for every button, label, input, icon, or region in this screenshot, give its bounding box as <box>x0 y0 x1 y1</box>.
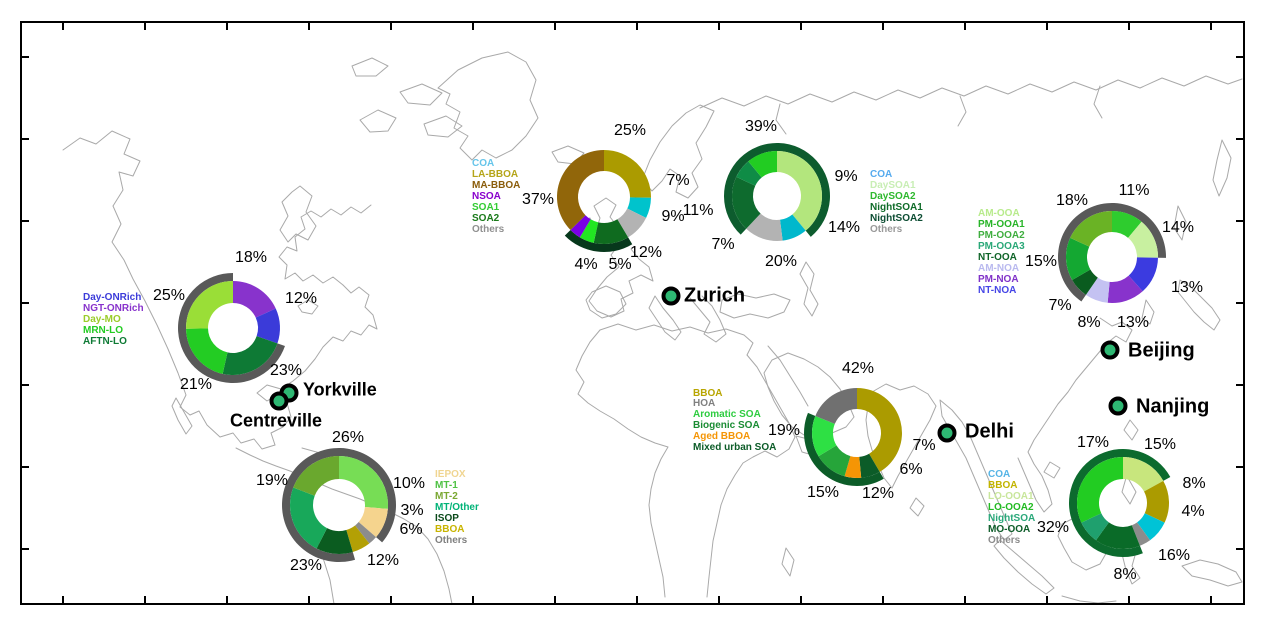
city-markers-layer <box>269 286 1128 443</box>
pie-segment-biogenic-soa <box>818 445 851 477</box>
donut-charts-layer <box>178 143 1171 562</box>
frame-ticks <box>21 22 1244 604</box>
pie-segment-day-mo <box>186 281 233 329</box>
donut-north-europe <box>556 150 651 252</box>
pie-segment-nt-ooa <box>1072 269 1098 295</box>
pie-segment-others <box>617 208 647 238</box>
pie-segment-day-onrich <box>255 308 281 344</box>
pie-segment-daysoa2 <box>748 151 777 178</box>
pie-segment-nightsoa1 <box>736 161 762 186</box>
pie-segment-mo-ooa <box>1095 522 1140 549</box>
city-marker-beijing <box>1100 340 1120 360</box>
pie-segment-pm-ooa3 <box>1066 237 1091 280</box>
pie-segment-pm-ooa2 <box>1070 211 1112 247</box>
pie-segment-lo-ooa1 <box>1123 457 1164 492</box>
soa-total-ring <box>564 229 633 252</box>
pie-segment-pm-noa <box>1107 275 1143 303</box>
pie-segment-nightsoa2 <box>732 176 761 229</box>
pie-segment-mt-1 <box>339 455 389 509</box>
coastlines <box>62 51 1243 605</box>
pie-segment-ngt-onrich <box>233 281 276 318</box>
pie-segment-mrn-lo <box>186 328 228 374</box>
pie-segment-am-ooa <box>1128 221 1158 258</box>
pie-segment-aftn-lo <box>222 336 278 376</box>
soa-total-ring <box>804 412 884 486</box>
pie-segment-others <box>355 522 377 544</box>
city-marker-nanjing <box>1108 396 1128 416</box>
pie-segment-daysoa1 <box>777 151 822 231</box>
pie-segment-la-bboa <box>604 150 651 198</box>
pie-segment-mixed-urban-soa <box>859 453 880 478</box>
pie-segment-mt-other <box>290 487 328 549</box>
pie-segment-lo-ooa2 <box>1077 457 1123 523</box>
map-frame <box>20 21 1245 605</box>
pie-segment-soa2 <box>593 219 629 245</box>
pie-segment-iepox <box>358 507 388 538</box>
pie-segment-nsoa <box>570 215 591 238</box>
pie-segment-bboa <box>857 388 902 472</box>
pie-segment-isop <box>316 528 353 555</box>
pie-segment-am-noa <box>1085 277 1110 303</box>
donut-beijing <box>1057 202 1166 303</box>
pie-segment-coa <box>1137 513 1165 541</box>
pie-segment-aged-bboa <box>844 456 862 478</box>
pie-segment-nightsoa <box>1081 513 1109 541</box>
pie-segment-coa <box>627 197 651 218</box>
pie-segment-coa <box>780 214 806 241</box>
pie-segment-ma-bboa <box>556 150 604 230</box>
pie-segment-pm-ooa1 <box>1112 211 1142 238</box>
pie-segment-others <box>1131 522 1151 546</box>
pie-segment-bboa <box>1144 480 1169 523</box>
soa-total-ring <box>723 143 830 237</box>
pie-segment-soa1 <box>579 219 599 243</box>
pie-segment-bboa <box>346 525 370 553</box>
pie-segment-hoa <box>815 388 857 424</box>
donut-yorkville <box>178 273 285 383</box>
city-marker-delhi <box>937 423 957 443</box>
pie-segment-nt-noa <box>1128 257 1158 292</box>
donut-delhi <box>804 388 902 486</box>
pie-segment-others <box>746 213 783 242</box>
pie-segment-aromatic-soa <box>811 415 837 457</box>
city-marker-zurich <box>661 286 681 306</box>
donut-centreville <box>282 447 397 562</box>
city-marker-centreville <box>269 391 289 411</box>
donut-nanjing <box>1068 449 1171 558</box>
pie-segment-mt-2 <box>293 456 339 496</box>
donut-zurich <box>723 143 830 242</box>
